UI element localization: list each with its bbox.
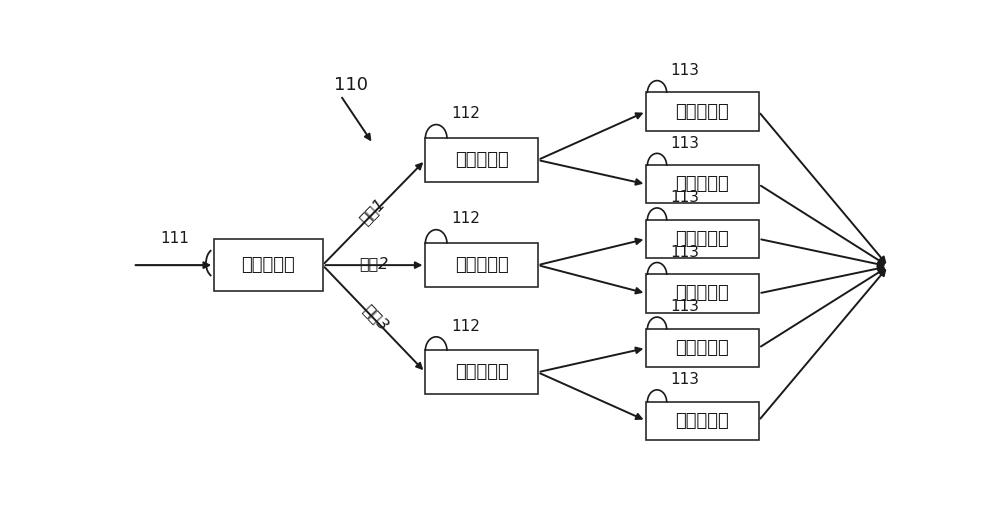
Text: 113: 113 bbox=[671, 63, 700, 78]
Text: 112: 112 bbox=[451, 319, 480, 333]
Bar bbox=[425, 243, 538, 287]
Text: 113: 113 bbox=[671, 190, 700, 205]
Text: 末级过滤器: 末级过滤器 bbox=[676, 285, 729, 302]
Text: 113: 113 bbox=[671, 135, 700, 151]
Text: 次级过滤器: 次级过滤器 bbox=[455, 256, 508, 274]
Text: 113: 113 bbox=[671, 372, 700, 387]
Text: 110: 110 bbox=[334, 76, 368, 94]
Text: 113: 113 bbox=[671, 245, 700, 260]
Text: 末级过滤器: 末级过滤器 bbox=[676, 230, 729, 248]
Text: 末级过滤器: 末级过滤器 bbox=[676, 412, 729, 430]
Bar bbox=[646, 92, 759, 131]
Bar bbox=[646, 165, 759, 204]
Text: 初级过滤器: 初级过滤器 bbox=[242, 256, 295, 274]
Text: 末级过滤器: 末级过滤器 bbox=[676, 175, 729, 193]
Text: 类型1: 类型1 bbox=[357, 195, 388, 227]
Text: 112: 112 bbox=[451, 107, 480, 121]
Text: 113: 113 bbox=[671, 299, 700, 314]
Bar bbox=[214, 239, 323, 291]
Bar bbox=[425, 138, 538, 182]
Bar bbox=[646, 219, 759, 258]
Bar bbox=[646, 274, 759, 312]
Text: 末级过滤器: 末级过滤器 bbox=[676, 102, 729, 121]
Bar bbox=[646, 402, 759, 440]
Text: 112: 112 bbox=[451, 212, 480, 226]
Text: 末级过滤器: 末级过滤器 bbox=[676, 339, 729, 357]
Text: 111: 111 bbox=[160, 232, 189, 246]
Text: 次级过滤器: 次级过滤器 bbox=[455, 363, 508, 381]
Text: 类型2: 类型2 bbox=[359, 256, 389, 271]
Bar bbox=[646, 329, 759, 367]
Text: 次级过滤器: 次级过滤器 bbox=[455, 151, 508, 169]
Bar bbox=[425, 350, 538, 394]
Text: 类型3: 类型3 bbox=[360, 301, 391, 333]
